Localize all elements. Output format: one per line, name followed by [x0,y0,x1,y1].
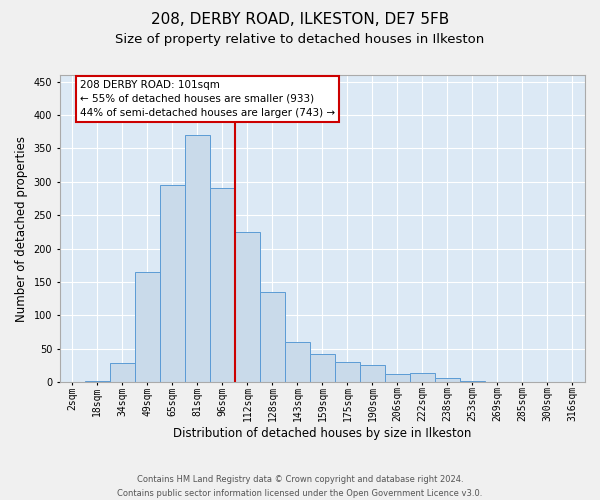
Text: Size of property relative to detached houses in Ilkeston: Size of property relative to detached ho… [115,32,485,46]
Text: 208 DERBY ROAD: 101sqm
← 55% of detached houses are smaller (933)
44% of semi-de: 208 DERBY ROAD: 101sqm ← 55% of detached… [80,80,335,118]
Bar [185,135,210,382]
Bar [160,185,185,382]
Bar [310,354,335,382]
Bar [285,342,310,382]
Bar [335,362,360,382]
Bar [110,364,135,382]
Text: 208, DERBY ROAD, ILKESTON, DE7 5FB: 208, DERBY ROAD, ILKESTON, DE7 5FB [151,12,449,28]
Bar [85,380,110,382]
Bar [360,366,385,382]
Bar [460,380,485,382]
Bar [235,232,260,382]
X-axis label: Distribution of detached houses by size in Ilkeston: Distribution of detached houses by size … [173,427,472,440]
Bar [260,292,285,382]
Bar [385,374,410,382]
Y-axis label: Number of detached properties: Number of detached properties [15,136,28,322]
Text: Contains HM Land Registry data © Crown copyright and database right 2024.
Contai: Contains HM Land Registry data © Crown c… [118,476,482,498]
Bar [410,372,435,382]
Bar [210,188,235,382]
Bar [435,378,460,382]
Bar [135,272,160,382]
